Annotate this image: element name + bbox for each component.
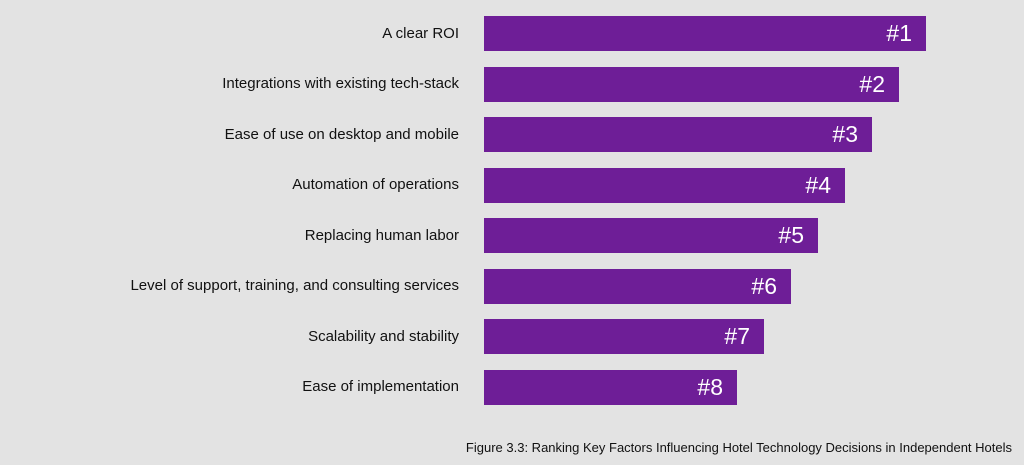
rank-label: #4 [805, 171, 831, 198]
category-label: Automation of operations [292, 176, 459, 193]
category-label: Replacing human labor [304, 226, 459, 244]
bar: #5 [484, 218, 818, 253]
rank-label: #5 [778, 222, 804, 248]
bar: #4 [484, 167, 845, 203]
rank-label: #8 [697, 373, 723, 400]
category-label: Ease of implementation [302, 378, 459, 395]
rank-label: #3 [832, 121, 858, 147]
category-label: Level of support, training, and consulti… [130, 277, 459, 294]
rank-label: #7 [724, 323, 750, 349]
rank-label: #1 [886, 20, 912, 46]
category-label: A clear ROI [382, 24, 459, 42]
rank-label: #6 [751, 272, 777, 299]
rank-label: #2 [859, 70, 885, 97]
category-label: Scalability and stability [308, 327, 459, 345]
figure-caption: Figure 3.3: Ranking Key Factors Influenc… [465, 440, 1012, 455]
bar: #7 [484, 319, 764, 354]
bar: #6 [484, 268, 791, 304]
bar: #2 [484, 66, 899, 102]
category-label: Integrations with existing tech-stack [222, 75, 459, 92]
bar: #8 [484, 369, 737, 405]
bar: #1 [484, 16, 926, 51]
bar: #3 [484, 117, 872, 152]
category-label: Ease of use on desktop and mobile [224, 125, 459, 143]
